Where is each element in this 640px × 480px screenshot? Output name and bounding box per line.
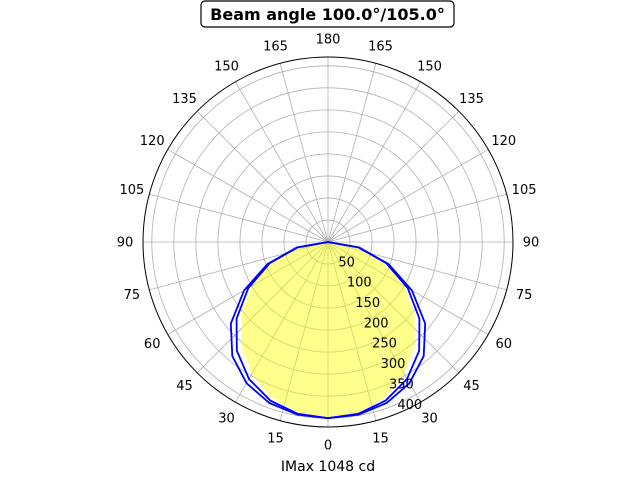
- radial-labels: 50 100 150 200 250 300 350 400: [338, 255, 422, 413]
- angle-gridline: [327, 241, 460, 374]
- angle-tick-label: 45: [463, 379, 480, 394]
- angle-gridline: [327, 81, 421, 243]
- polar-grid: [142, 56, 514, 428]
- series-line-2: [235, 241, 421, 420]
- angle-tick-label: 60: [144, 337, 161, 352]
- radial-tick-label: 350: [389, 377, 414, 392]
- angle-tick-label: 60: [496, 337, 513, 352]
- angle-gridline: [149, 241, 329, 291]
- chart-title: Beam angle 100.0°/105.0°: [210, 5, 445, 24]
- angle-tick-label: 105: [512, 183, 537, 198]
- angle-tick-label: 90: [117, 236, 134, 251]
- angle-tick-label: 120: [140, 134, 165, 149]
- x-axis-label: IMax 1048 cd: [281, 459, 375, 475]
- radial-tick-label: 300: [381, 357, 406, 372]
- angle-gridline: [327, 63, 377, 243]
- angle-tick-label: 180: [316, 33, 341, 48]
- angle-tick-label: 30: [218, 411, 235, 426]
- radial-tick-label: 200: [364, 316, 389, 331]
- angle-labels: 0 15 30 45 60 75 90 105 120 135 150 165 180 165 150 135…: [117, 33, 540, 454]
- angle-gridline: [235, 241, 329, 403]
- angle-gridline: [149, 193, 329, 243]
- polar-frame: [142, 56, 514, 428]
- radial-tick-label: 250: [372, 337, 397, 352]
- radial-tick-label: 50: [338, 255, 355, 270]
- angle-tick-label: 165: [263, 39, 288, 54]
- angle-gridline: [327, 241, 377, 421]
- angle-tick-label: 15: [372, 432, 389, 447]
- angle-tick-label: 90: [523, 236, 540, 251]
- angle-gridline: [279, 241, 329, 421]
- angle-tick-label: 75: [516, 288, 533, 303]
- angle-tick-label: 45: [176, 379, 193, 394]
- angle-gridline: [196, 241, 329, 374]
- angle-tick-label: 75: [124, 288, 141, 303]
- chart-title-box: Beam angle 100.0°/105.0°: [200, 0, 455, 28]
- angle-gridline: [196, 110, 329, 243]
- angle-gridline: [327, 241, 507, 291]
- angle-tick-label: 165: [368, 39, 393, 54]
- data-layer: [229, 241, 427, 420]
- angle-gridline: [327, 193, 507, 243]
- radial-tick-label: 400: [397, 398, 422, 413]
- angle-tick-label: 15: [267, 432, 284, 447]
- angle-tick-label: 105: [119, 183, 144, 198]
- radial-tick-label: 150: [355, 296, 380, 311]
- angle-tick-label: 150: [417, 60, 442, 75]
- angle-gridline: [235, 81, 329, 243]
- angle-tick-label: 0: [324, 439, 332, 454]
- angle-gridline: [327, 110, 460, 243]
- radial-tick-label: 100: [347, 276, 372, 291]
- angle-tick-label: 120: [491, 134, 516, 149]
- angle-gridline: [327, 241, 421, 403]
- angle-tick-label: 30: [421, 411, 438, 426]
- angle-gridline: [327, 149, 489, 243]
- angle-tick-label: 150: [214, 60, 239, 75]
- angle-tick-label: 135: [459, 92, 484, 107]
- series-fill-0: [241, 242, 415, 419]
- angle-tick-label: 135: [172, 92, 197, 107]
- angle-gridline: [279, 63, 329, 243]
- angle-gridline: [167, 149, 329, 243]
